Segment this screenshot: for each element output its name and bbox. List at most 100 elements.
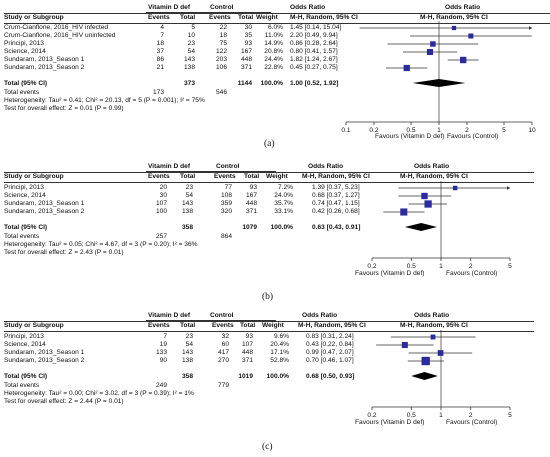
favours-right-label: Favours (Control): [446, 419, 498, 426]
study-marker: [452, 185, 458, 191]
heterogeneity-text: Heterogeneity: Tau² = 0.05; Chi² = 4.67,…: [4, 241, 198, 248]
events-vitd: 100: [155, 208, 167, 215]
panel-caption: (a): [264, 139, 275, 149]
total-vitd: 54: [185, 192, 193, 199]
total-label: Total (95% CI): [4, 373, 48, 380]
study-label: Science, 2014: [4, 192, 46, 199]
x-tick-label: 5: [508, 263, 512, 270]
total-vitd: 138: [183, 64, 195, 71]
total-vitd: 54: [185, 341, 193, 348]
total-events-label: Total events: [4, 233, 40, 240]
header-total: Total: [244, 173, 260, 180]
ci-text: 0.86 [0.28, 2.64]: [290, 40, 338, 47]
total-control-sum: 1019: [238, 373, 253, 380]
ci-text: 0.83 [0.31, 2.24]: [306, 333, 354, 340]
header-weight: Weight: [256, 14, 278, 21]
x-tick-label: 0.2: [369, 127, 378, 134]
events-control: 108: [220, 192, 232, 199]
forest-panel-c: Vitamin D def Control Odds Ratio Odds Ra…: [0, 306, 550, 457]
header-events: Events: [148, 322, 170, 329]
events-control: 122: [215, 48, 227, 55]
ci-text: 1.39 [0.37, 5.23]: [312, 184, 360, 191]
total-control: 93: [249, 184, 257, 191]
header-weight: Weight: [266, 173, 288, 180]
total-events-label: Total events: [4, 382, 40, 389]
weight-value: 17.1%: [270, 349, 289, 356]
study-label: Science, 2014: [4, 48, 46, 55]
study-marker: [430, 41, 436, 47]
total-events-vitd: 249: [155, 382, 167, 389]
study-label: Sundaram, 2013_Season 2: [4, 208, 85, 215]
total-control: 30: [244, 24, 252, 31]
study-label: Sundaram, 2013_Season 1: [4, 349, 85, 356]
header-study: Study or Subgroup: [4, 14, 64, 21]
header-weight: Weight: [262, 322, 284, 329]
x-tick-label: 5: [502, 127, 506, 134]
header-events: Events: [214, 173, 236, 180]
study-marker: [424, 200, 432, 208]
events-vitd: 18: [156, 40, 164, 47]
total-label: Total (95% CI): [4, 224, 48, 231]
header-method: M-H, Random, 95% CI: [302, 173, 370, 180]
events-vitd: 37: [156, 48, 164, 55]
x-tick-label: 0.5: [406, 127, 415, 134]
header-rule: [4, 172, 534, 173]
events-vitd: 7: [163, 333, 167, 340]
group-header-vitd: Vitamin D def: [148, 163, 191, 170]
header-events: Events: [148, 173, 170, 180]
header-events: Events: [212, 322, 234, 329]
ci-text: 0.45 [0.27, 0.75]: [290, 64, 338, 71]
events-control: 359: [220, 200, 232, 207]
x-tick-label: 1: [439, 263, 443, 270]
ci-arrow: [507, 186, 510, 190]
total-ci-text: 0.63 [0.43, 0.91]: [312, 224, 361, 231]
total-events-control: 546: [215, 89, 227, 96]
ci-text: 0.80 [0.41, 1.57]: [290, 48, 338, 55]
total-weight: 100.0%: [260, 80, 283, 87]
ci-text: 0.42 [0.26, 0.68]: [312, 208, 360, 215]
study-label: Crum-Cianflone, 2016_HIV infected: [4, 24, 109, 31]
ci-text: 0.99 [0.47, 2.07]: [306, 349, 354, 356]
events-vitd: 30: [159, 192, 167, 199]
events-control: 22: [219, 24, 227, 31]
ci-text: 0.68 [0.37, 1.27]: [312, 192, 360, 199]
header-rule: [4, 321, 534, 322]
ci-text: 1.45 [0.14, 15.04]: [290, 24, 342, 31]
header-odds-ratio-plot: Odds Ratio: [414, 312, 450, 319]
weight-value: 20.8%: [264, 48, 283, 55]
header-total: Total: [238, 14, 254, 21]
x-tick-label: 0.2: [367, 263, 376, 270]
total-ci-text: 0.68 [0.50, 0.93]: [306, 373, 355, 380]
total-vitd: 138: [181, 208, 193, 215]
study-label: Sundaram, 2013_Season 1: [4, 56, 85, 63]
events-vitd: 107: [155, 200, 167, 207]
header-study: Study or Subgroup: [4, 322, 64, 329]
weight-value: 7.2%: [277, 184, 293, 191]
header-events: Events: [209, 14, 231, 21]
favours-right-label: Favours (Control): [446, 270, 498, 277]
total-events-vitd: 257: [155, 233, 167, 240]
total-control: 371: [241, 357, 253, 364]
study-label: Principi, 2013: [4, 184, 44, 191]
total-label: Total (95% CI): [4, 80, 48, 87]
header-total: Total: [180, 173, 196, 180]
header-rule: [4, 13, 550, 14]
events-control: 32: [221, 333, 229, 340]
header-method-plot: M-H, Random, 95% CI: [420, 14, 488, 21]
study-label: Crum-Cianflone, 2016_HIV uninfected: [4, 32, 116, 39]
weight-value: 14.9%: [264, 40, 283, 47]
total-vitd: 5: [191, 24, 195, 31]
total-control: 448: [245, 200, 257, 207]
weight-value: 6.0%: [267, 24, 283, 31]
header-rule: [4, 182, 534, 183]
total-vitd: 138: [181, 357, 193, 364]
study-marker: [421, 192, 428, 200]
forest-plot-c: 0.2 0.5 1 2 5: [367, 330, 512, 419]
events-control: 106: [215, 64, 227, 71]
header-method-plot: M-H, Random, 95% CI: [400, 173, 468, 180]
study-label: Sundaram, 2013_Season 2: [4, 357, 85, 364]
heterogeneity-text: Heterogeneity: Tau² = 0.41; Chi² = 20.13…: [4, 97, 205, 104]
forest-plot-b: 0.2 0.5 1 2 5: [367, 181, 512, 270]
events-control: 75: [219, 40, 227, 47]
total-control: 448: [241, 349, 253, 356]
